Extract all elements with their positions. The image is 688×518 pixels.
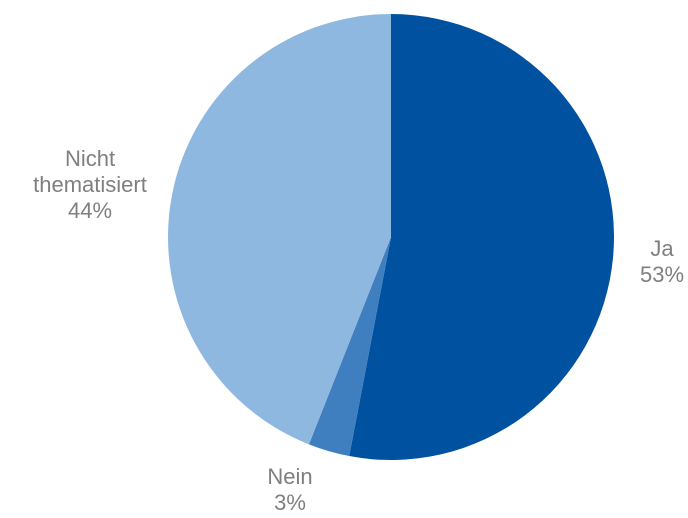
slice-name: Nein: [267, 464, 313, 489]
slice-percent: 44%: [67, 198, 113, 223]
slice-name: Nicht thematisiert: [33, 146, 147, 197]
data-label-nicht-thematisiert: Nicht thematisiert 44%: [22, 146, 158, 224]
slice-percent: 53%: [639, 262, 685, 287]
data-label-nein: Nein 3%: [250, 464, 330, 516]
slice-percent: 3%: [274, 490, 306, 515]
pie-slices: [168, 14, 614, 460]
pie-slice-nein: [308, 237, 391, 457]
pie-slice-nicht-thematisiert: [168, 14, 391, 445]
pie-slice-ja: [349, 14, 614, 460]
data-label-ja: Ja 53%: [622, 236, 688, 288]
slice-name: Ja: [650, 236, 674, 261]
